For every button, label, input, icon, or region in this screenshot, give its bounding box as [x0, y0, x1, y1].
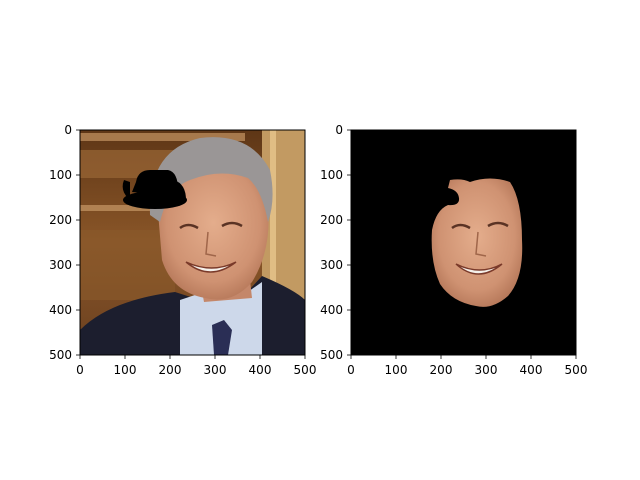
x-tick-label: 200 — [430, 363, 453, 377]
mask-smile — [455, 263, 503, 275]
y-tick-label: 400 — [320, 303, 343, 317]
x-tick-label: 500 — [294, 363, 317, 377]
face — [158, 160, 269, 300]
y-tick-label: 0 — [64, 123, 72, 137]
y-tick-label: 100 — [320, 168, 343, 182]
y-tick-label: 0 — [335, 123, 343, 137]
y-tick-label: 500 — [49, 348, 72, 362]
x-tick-label: 500 — [565, 363, 588, 377]
hair — [149, 137, 273, 222]
door-rail — [80, 205, 175, 211]
x-tick-label: 300 — [475, 363, 498, 377]
y-tick-label: 200 — [320, 213, 343, 227]
hat — [122, 170, 187, 209]
mask-nose — [475, 231, 487, 257]
axis-ticks: 0 100 200 300 400 500 0 100 200 300 400 500 0 100 200 3… — [49, 123, 587, 377]
y-tick-label: 300 — [320, 258, 343, 272]
x-tick-label: 400 — [249, 363, 272, 377]
nose — [205, 231, 217, 257]
x-tick-label: 300 — [204, 363, 227, 377]
mask-right-eye — [487, 221, 509, 228]
hat-left-edge — [122, 180, 130, 200]
y-tick-label: 100 — [49, 168, 72, 182]
pillar-highlight — [270, 130, 276, 300]
y-tick-label: 400 — [49, 303, 72, 317]
x-tick-label: 100 — [114, 363, 137, 377]
shirt — [180, 282, 262, 355]
x-tick-label: 400 — [520, 363, 543, 377]
door-panel-lower — [80, 230, 175, 300]
hat-brim — [123, 191, 187, 209]
mask-left-eye — [451, 223, 471, 230]
axes-frame-1 — [79, 129, 306, 356]
x-tick-label: 200 — [159, 363, 182, 377]
x-tick-label: 0 — [76, 363, 84, 377]
door-frame-top — [80, 133, 245, 141]
left-eye — [179, 223, 199, 230]
x-tick-label: 100 — [385, 363, 408, 377]
hat-right-edge — [174, 180, 186, 202]
hat-crown — [132, 170, 178, 196]
x-tick-label: 0 — [347, 363, 355, 377]
y-tick-label: 300 — [49, 258, 72, 272]
right-eye — [221, 221, 243, 228]
smile — [185, 261, 237, 273]
photo-panel — [79, 129, 306, 356]
mask-panel — [350, 129, 577, 356]
tie — [212, 320, 232, 355]
axes-frame-2 — [350, 129, 577, 356]
y-tick-label: 200 — [49, 213, 72, 227]
y-tick-label: 500 — [320, 348, 343, 362]
